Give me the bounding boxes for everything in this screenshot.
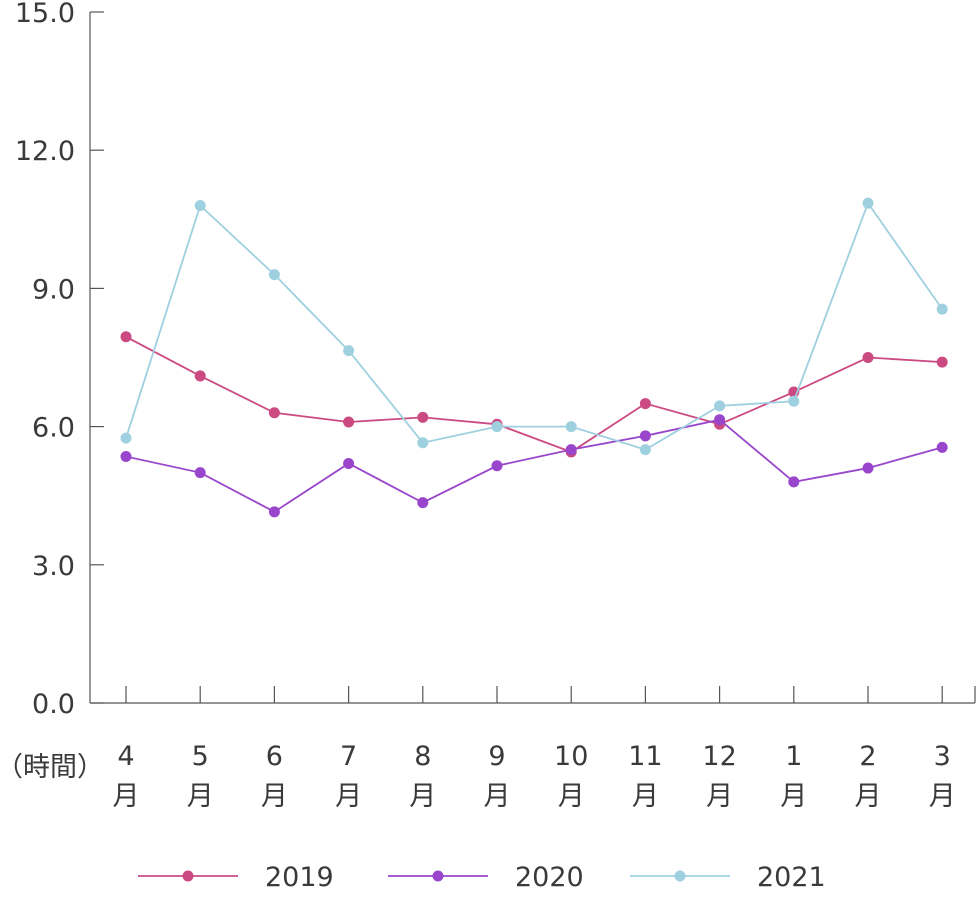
legend-label: 2019 [265, 862, 334, 893]
y-tick-label: 6.0 [32, 413, 75, 444]
series-2021 [120, 197, 948, 456]
x-tick-month-suffix: 月 [409, 781, 436, 812]
data-point-2021 [639, 444, 651, 456]
data-point-2019 [343, 416, 355, 428]
x-tick-label: 1 [785, 741, 802, 772]
legend-swatch-marker [432, 870, 444, 882]
legend-item-2020: 2020 [388, 862, 584, 893]
x-tick-label: 4 [117, 741, 134, 772]
data-point-2020 [268, 506, 280, 518]
x-tick-label: 10 [554, 741, 588, 772]
data-point-2020 [639, 430, 651, 442]
data-point-2019 [268, 407, 280, 419]
series-line-2020 [125, 418, 943, 513]
data-point-2021 [862, 197, 874, 209]
data-point-2021 [120, 432, 132, 444]
data-point-2021 [268, 269, 280, 281]
x-tick-month-suffix: 月 [929, 781, 956, 812]
x-tick-label: 2 [859, 741, 876, 772]
data-point-2020 [862, 462, 874, 474]
data-point-2019 [936, 356, 948, 368]
x-tick-label: 5 [192, 741, 209, 772]
data-point-2021 [788, 395, 800, 407]
x-tick-month-suffix: 月 [558, 781, 585, 812]
x-tick-month-suffix: 月 [780, 781, 807, 812]
data-point-2021 [491, 421, 503, 433]
legend-label: 2020 [515, 862, 584, 893]
y-tick-label: 0.0 [32, 689, 75, 720]
data-point-2021 [936, 303, 948, 315]
x-tick-month-suffix: 月 [855, 781, 882, 812]
x-axis-label: （時間） [0, 752, 104, 783]
legend-label: 2021 [757, 862, 826, 893]
data-point-2019 [417, 411, 429, 423]
data-point-2019 [194, 370, 206, 382]
data-point-2020 [120, 451, 132, 463]
x-axis-ticks: 4 月 5 月 6 月 7 月 8 月 9 月 10 月 11 月 12 月 1 月 2 月 3 月 [113, 686, 956, 812]
x-tick-label: 3 [934, 741, 951, 772]
y-tick-label: 3.0 [32, 551, 75, 582]
series-line-2019 [125, 335, 943, 453]
data-point-2020 [194, 467, 206, 479]
x-tick-label: 12 [702, 741, 736, 772]
data-point-2021 [565, 421, 577, 433]
x-tick-month-suffix: 月 [187, 781, 214, 812]
y-tick-label: 9.0 [32, 274, 75, 305]
data-point-2021 [343, 345, 355, 357]
x-tick-label: 9 [488, 741, 505, 772]
legend-swatch-marker [182, 870, 194, 882]
x-tick-month-suffix: 月 [706, 781, 733, 812]
legend-item-2021: 2021 [630, 862, 826, 893]
legend-swatch-marker [674, 870, 686, 882]
data-point-2019 [120, 331, 132, 343]
data-point-2021 [714, 400, 726, 412]
x-tick-label: 11 [628, 741, 662, 772]
x-tick-label: 7 [340, 741, 357, 772]
data-point-2019 [862, 352, 874, 363]
data-point-2020 [936, 441, 948, 453]
x-tick-month-suffix: 月 [335, 781, 362, 812]
y-tick-label: 12.0 [15, 136, 75, 167]
y-tick-label: 15.0 [15, 0, 75, 29]
data-point-2020 [491, 460, 503, 472]
data-point-2020 [565, 444, 577, 456]
y-axis-ticks: 0.0 3.0 6.0 9.0 12.0 15.0 [15, 0, 104, 720]
legend-item-2019: 2019 [138, 862, 334, 893]
data-point-2021 [417, 437, 429, 449]
x-tick-label: 8 [414, 741, 431, 772]
series-line-2021 [125, 201, 943, 451]
data-point-2021 [194, 199, 206, 211]
x-tick-month-suffix: 月 [484, 781, 511, 812]
data-point-2019 [639, 398, 651, 410]
data-point-2020 [788, 476, 800, 488]
x-tick-label: 6 [266, 741, 283, 772]
legend: 2019 2020 2021 [138, 862, 826, 893]
data-point-2020 [343, 457, 355, 469]
x-tick-month-suffix: 月 [113, 781, 140, 812]
x-tick-month-suffix: 月 [632, 781, 659, 812]
data-point-2020 [417, 497, 429, 509]
series-2019 [120, 331, 948, 458]
data-point-2020 [714, 414, 726, 426]
series-lines [120, 197, 948, 518]
series-2020 [120, 414, 948, 518]
x-tick-month-suffix: 月 [261, 781, 288, 812]
